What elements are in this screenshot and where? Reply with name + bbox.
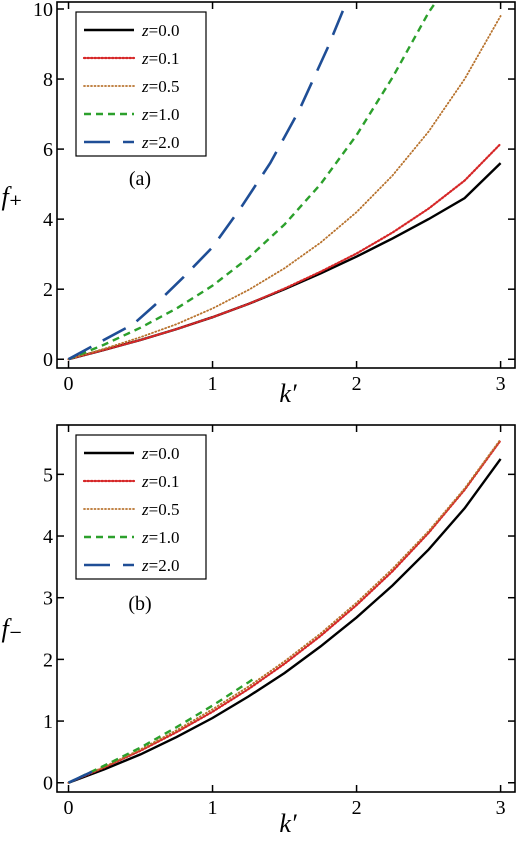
panel-b: 0 1 2 3 0 1 2 3 4 5 z=0.0 z=0.1 z=0.5 z=1.0 z=2.0 (b) k′… xyxy=(2,424,516,838)
panel-label: (a) xyxy=(129,168,151,190)
panel-label: (b) xyxy=(128,593,151,615)
legend-label: z=1.0 xyxy=(141,528,179,547)
series-line-z-0-5 xyxy=(67,438,502,784)
x-tick-label: 3 xyxy=(496,797,506,819)
x-tick-label: 2 xyxy=(352,373,362,395)
y-axis-label: f₊ xyxy=(2,182,23,211)
y-axis-label: f₋ xyxy=(2,614,23,643)
legend-label: z=0.0 xyxy=(141,21,179,40)
plot-frame xyxy=(56,424,516,793)
panel-a: 0 1 2 3 0 2 4 6 8 10 z=0.0 z=0.1 z=0.5 z=1.0 z=2.0 (a) k… xyxy=(2,0,516,408)
series-line-z-2-0 xyxy=(67,2,348,361)
y-tick-label: 3 xyxy=(43,588,53,610)
legend-box xyxy=(75,11,207,157)
y-tick-label: 8 xyxy=(43,69,53,91)
x-tick-label: 0 xyxy=(64,373,74,395)
legend-label: z=2.0 xyxy=(141,556,179,575)
x-tick-label: 1 xyxy=(208,373,218,395)
y-tick-label: 10 xyxy=(33,0,53,21)
series-line-z-0-0 xyxy=(68,162,502,361)
x-tick-label: 0 xyxy=(64,797,74,819)
x-tick-label: 1 xyxy=(208,797,218,819)
x-tick-label: 3 xyxy=(496,373,506,395)
y-tick-label: 0 xyxy=(43,773,53,795)
legend-label: z=0.5 xyxy=(141,500,179,519)
x-axis-label: k′ xyxy=(279,809,297,838)
y-tick-label: 0 xyxy=(43,349,53,371)
y-tick-label: 2 xyxy=(43,279,53,301)
y-tick-label: 5 xyxy=(43,464,53,486)
series-line-z-2-0 xyxy=(67,768,98,784)
legend-label: z=0.5 xyxy=(141,77,179,96)
legend-box xyxy=(75,434,207,580)
series-line-z-0-1 xyxy=(67,142,502,361)
series-line-z-0-1 xyxy=(67,439,502,784)
legend-label: z=0.1 xyxy=(141,472,179,491)
y-tick-label: 4 xyxy=(43,209,53,231)
series-line-z-0-5 xyxy=(67,15,502,361)
y-tick-label: 4 xyxy=(43,526,53,548)
x-tick-label: 2 xyxy=(352,797,362,819)
series-line-z-1-0 xyxy=(67,676,257,784)
series-line-z-0-0 xyxy=(68,458,502,784)
legend-label: z=0.1 xyxy=(141,49,179,68)
legend-label: z=2.0 xyxy=(141,133,179,152)
y-tick-label: 1 xyxy=(43,711,53,733)
x-axis-label: k′ xyxy=(279,379,297,408)
series-line-z-1-0 xyxy=(68,2,437,361)
y-tick-label: 2 xyxy=(43,649,53,671)
plot-frame xyxy=(56,1,516,369)
legend-label: z=0.0 xyxy=(141,444,179,463)
legend-label: z=1.0 xyxy=(141,105,179,124)
y-tick-label: 6 xyxy=(43,139,53,161)
